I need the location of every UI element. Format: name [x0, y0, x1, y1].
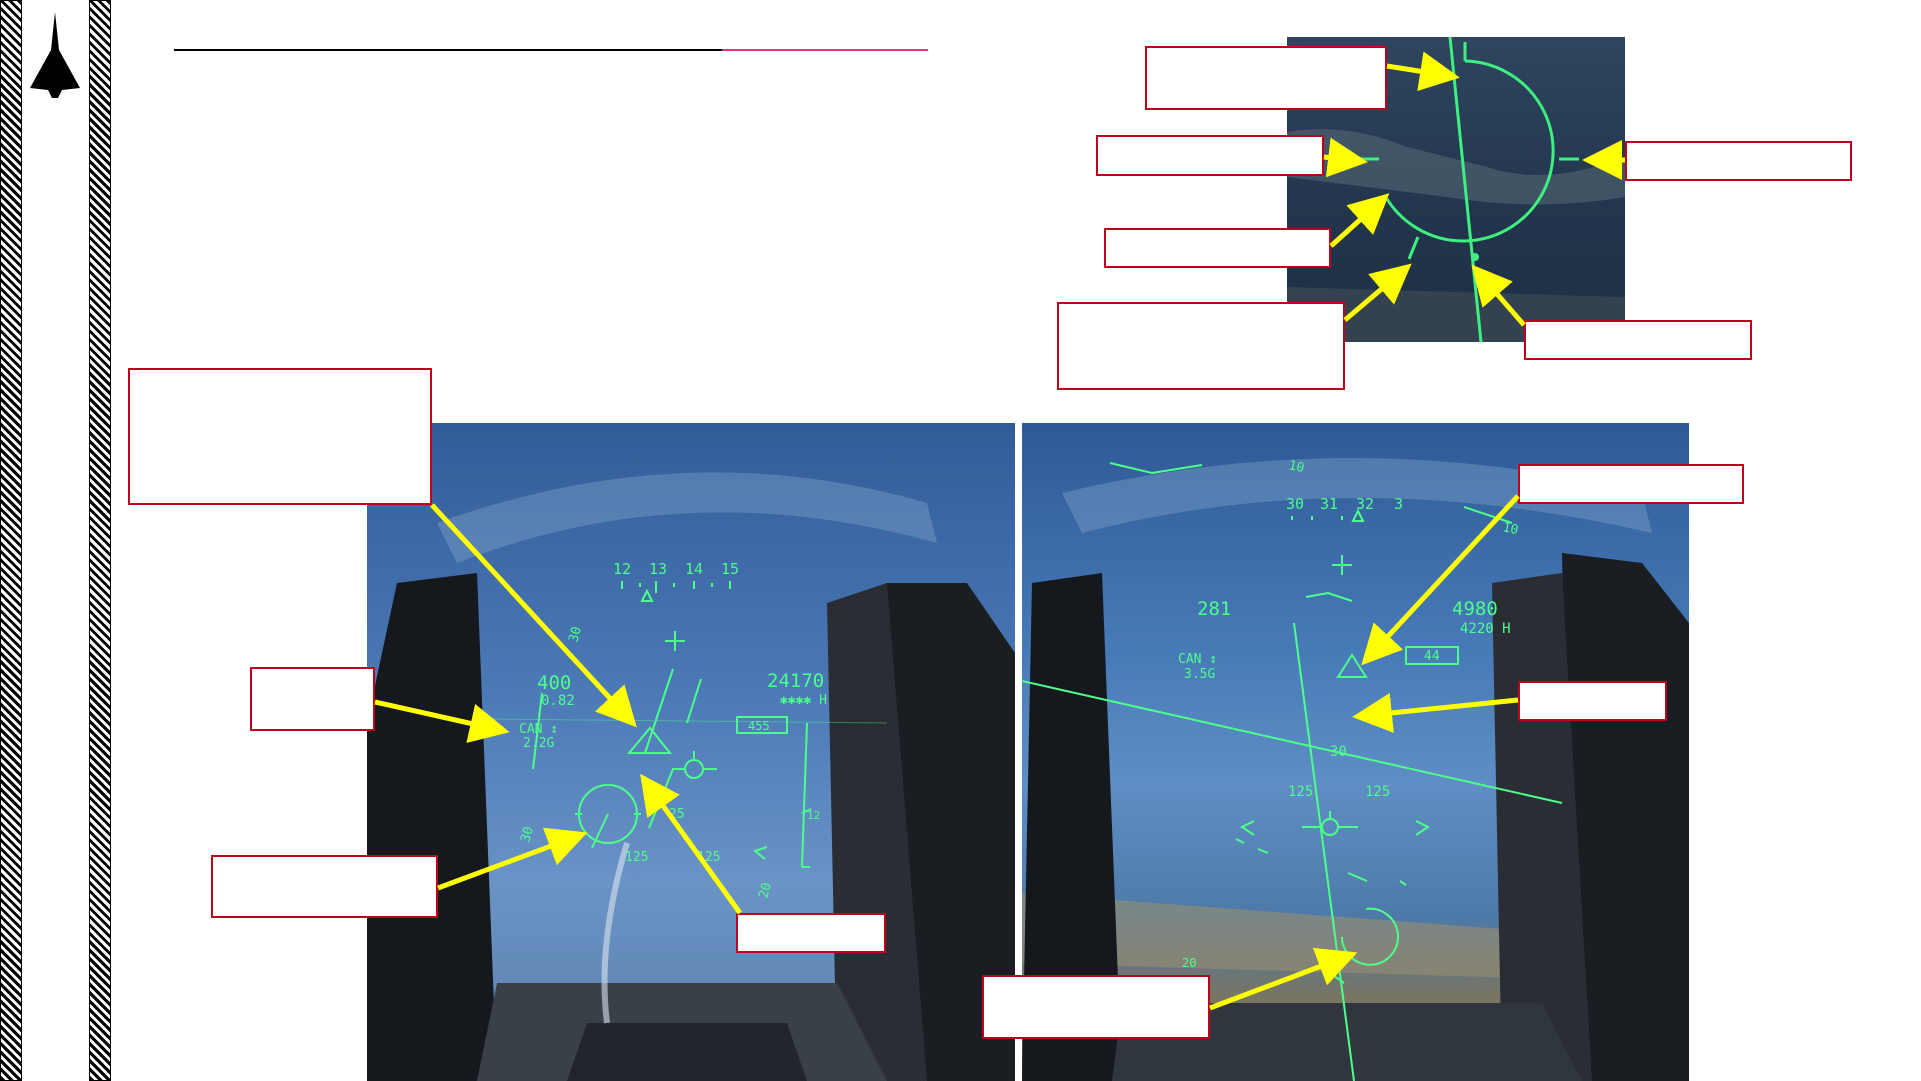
right-altitude: 4980 — [1452, 598, 1498, 620]
left-pitch-upper: 30 — [566, 625, 585, 644]
title-rule-accent — [722, 49, 928, 51]
left-pitch-lower: 30 — [518, 825, 537, 844]
title-rule — [174, 49, 722, 51]
left-heading-14: 14 — [685, 560, 703, 578]
right-heading-30: 30 — [1286, 495, 1304, 513]
callout-closeup-top — [1145, 46, 1387, 110]
callout-closeup-bottom-right — [1524, 320, 1752, 360]
hud-view-left: 12 13 14 15 400 0.82 30 30 CAN ↕ 2.2G 24… — [367, 423, 1015, 1081]
callout-right-steering — [1518, 681, 1667, 721]
right-lower-label: 20 — [1182, 956, 1196, 970]
left-range-b: 125 — [697, 850, 720, 865]
left-scale-marker: 12 — [807, 809, 820, 822]
left-rail-inner — [89, 0, 111, 1081]
left-rail-outer — [0, 0, 22, 1081]
right-bank-right: 10 — [1501, 520, 1519, 538]
callout-closeup-left-mid — [1096, 135, 1324, 176]
callout-left-weapon-mode — [250, 667, 375, 731]
right-pitch-label: 30 — [1330, 744, 1347, 760]
right-heading-32: 32 — [1356, 495, 1374, 513]
right-bank-top: 10 — [1287, 458, 1305, 476]
left-mach: 0.82 — [541, 693, 575, 709]
right-heading-31: 31 — [1320, 495, 1338, 513]
callout-right-target — [1518, 464, 1744, 504]
callout-left-steering — [736, 913, 886, 953]
left-airspeed: 400 — [537, 672, 571, 694]
callout-left-gun-reticle — [211, 855, 438, 918]
right-altitude-sub: 4220 H — [1460, 621, 1511, 637]
right-boxed-value: 44 — [1424, 649, 1440, 664]
callout-right-gun-reticle — [982, 975, 1210, 1039]
left-altitude: 24170 — [767, 670, 824, 692]
right-heading-3: 3 — [1394, 495, 1403, 513]
right-range-right: 125 — [1365, 784, 1390, 800]
right-target-triangle — [1336, 653, 1368, 678]
closeup-reticle-circle — [1385, 59, 1555, 243]
left-boxed-value: 455 — [748, 719, 770, 733]
left-heading-12: 12 — [613, 560, 631, 578]
callout-left-target — [128, 368, 432, 505]
left-range-a: 125 — [625, 850, 648, 865]
left-range-c: 25 — [669, 807, 685, 822]
right-airspeed: 281 — [1197, 598, 1231, 620]
callout-closeup-right — [1625, 141, 1852, 181]
delta-wing-jet-icon — [28, 12, 82, 107]
left-g-load: 2.2G — [523, 736, 554, 751]
left-target-triangle — [626, 726, 673, 754]
callout-closeup-bottom-left — [1057, 302, 1345, 390]
callout-closeup-left-low — [1104, 228, 1331, 268]
left-weapon-mode: CAN ↕ — [519, 722, 558, 737]
left-scale-bottom: 20 — [756, 881, 775, 900]
right-range-left: 125 — [1288, 784, 1313, 800]
left-altitude-sub: ✱✱✱✱ H — [780, 693, 827, 708]
left-heading-15: 15 — [721, 560, 739, 578]
right-weapon-mode: CAN ↕ — [1178, 652, 1217, 667]
left-heading-13: 13 — [649, 560, 667, 578]
right-g-load: 3.5G — [1184, 667, 1215, 682]
